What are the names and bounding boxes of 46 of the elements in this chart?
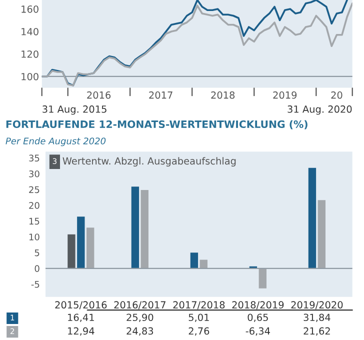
y-tick-label: 5 bbox=[34, 249, 40, 256]
bar bbox=[68, 234, 76, 268]
y-tick-label: 20 bbox=[29, 202, 40, 209]
y-tick-label: 25 bbox=[29, 186, 40, 194]
y-tick-label: 10 bbox=[29, 234, 40, 240]
bar bbox=[308, 168, 316, 268]
x-tick-label: 2015/2016 bbox=[55, 301, 107, 310]
data-label: 0,65 bbox=[248, 314, 268, 322]
bar bbox=[140, 190, 148, 268]
data-label: 25,90 bbox=[126, 314, 154, 322]
text: 31 Aug. 2020 bbox=[288, 105, 352, 115]
data-label: 21,62 bbox=[304, 327, 330, 336]
x-tick-label: 20 bbox=[331, 91, 342, 99]
chart-title: FORTLAUFENDE 12-MONATS-WERTENTWICKLUNG (%) bbox=[6, 120, 308, 130]
x-tick-label: 2018/2019 bbox=[232, 301, 284, 310]
bar bbox=[131, 186, 140, 268]
x-tick-label: 2016/2017 bbox=[114, 301, 166, 310]
data-label: 24,83 bbox=[126, 327, 154, 336]
bar bbox=[318, 200, 326, 268]
annotation: Wertentw. Abzgl. Ausgabeaufschlag bbox=[62, 157, 236, 167]
y-tick-label: 160 bbox=[22, 5, 38, 13]
y-tick-label: 120 bbox=[22, 50, 38, 58]
data-label: 31,84 bbox=[304, 314, 330, 322]
data-label: 5,01 bbox=[188, 314, 209, 322]
y-tick-label: 100 bbox=[22, 72, 38, 80]
chart-subtitle: Per Ende August 2020 bbox=[6, 137, 106, 146]
y-tick-label: 0 bbox=[34, 265, 40, 272]
data-label: 2,76 bbox=[188, 327, 210, 336]
bar bbox=[258, 268, 266, 288]
x-tick-label: 2019 bbox=[273, 91, 297, 99]
x-tick-label: 2016 bbox=[87, 91, 111, 99]
y-tick-label: 140 bbox=[22, 28, 38, 36]
x-tick-label: 2017/2018 bbox=[173, 301, 225, 310]
x-tick-label: 2017 bbox=[149, 91, 172, 99]
y-tick-label: 15 bbox=[29, 218, 40, 225]
bar bbox=[190, 252, 198, 268]
data-label: 16,41 bbox=[68, 314, 94, 322]
data-label: 12,94 bbox=[68, 327, 94, 336]
text: 31 Aug. 2015 bbox=[42, 105, 106, 115]
bar bbox=[200, 260, 208, 268]
y-tick-label: 30 bbox=[29, 170, 40, 178]
x-tick-label: 2019/2020 bbox=[291, 301, 343, 310]
y-tick-label: 35 bbox=[29, 154, 40, 162]
data-label: -6,34 bbox=[246, 327, 270, 336]
y-tick-label: -5 bbox=[31, 281, 40, 288]
x-tick-label: 2018 bbox=[211, 91, 235, 99]
